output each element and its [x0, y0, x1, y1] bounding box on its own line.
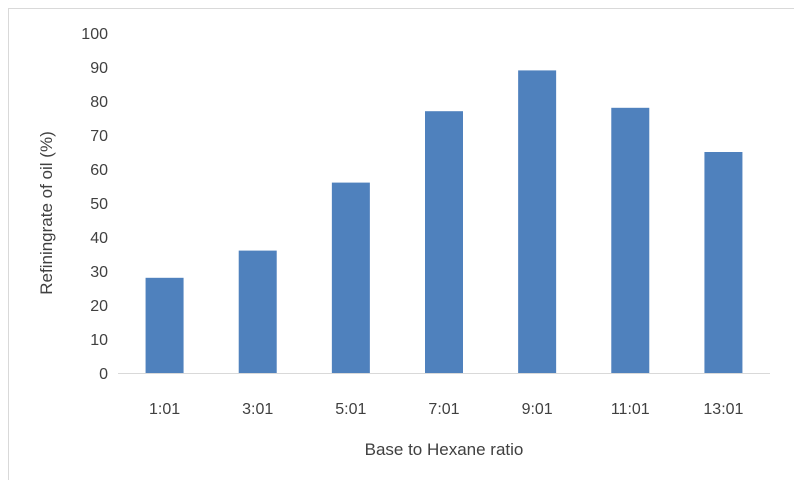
x-tick-label: 11:01: [611, 401, 650, 418]
x-tick-label: 1:01: [149, 401, 180, 418]
x-axis-ticks: 1:01 3:01 5:01 7:01 9:01 11:01 13:01: [149, 401, 744, 418]
x-axis-title: Base to Hexane ratio: [365, 440, 524, 459]
y-tick-label: 90: [90, 60, 108, 77]
y-tick-label: 50: [90, 196, 108, 213]
bar: [331, 182, 370, 373]
y-tick-label: 100: [81, 26, 108, 43]
bar: [238, 250, 277, 373]
bar: [704, 152, 743, 373]
y-axis-title: Refiningrate of oil (%): [37, 131, 56, 294]
x-tick-label: 5:01: [335, 401, 366, 418]
y-tick-label: 10: [90, 332, 108, 349]
x-tick-label: 13:01: [703, 401, 743, 418]
x-tick-label: 9:01: [522, 401, 553, 418]
y-axis-ticks: 0 10 20 30 40 50 60 70 80 90 100: [81, 26, 108, 383]
bar: [518, 70, 557, 374]
bar: [145, 277, 184, 373]
bar: [425, 111, 463, 373]
y-tick-label: 0: [99, 366, 108, 383]
y-tick-label: 80: [90, 94, 108, 111]
x-tick-label: 7:01: [428, 401, 459, 418]
bars: [145, 70, 743, 374]
y-tick-label: 40: [90, 230, 108, 247]
bar: [611, 107, 650, 374]
chart-frame: [8, 8, 794, 480]
x-tick-label: 3:01: [242, 401, 273, 418]
y-tick-label: 20: [90, 298, 108, 315]
y-tick-label: 30: [90, 264, 108, 281]
y-tick-label: 70: [90, 128, 108, 145]
y-tick-label: 60: [90, 162, 108, 179]
